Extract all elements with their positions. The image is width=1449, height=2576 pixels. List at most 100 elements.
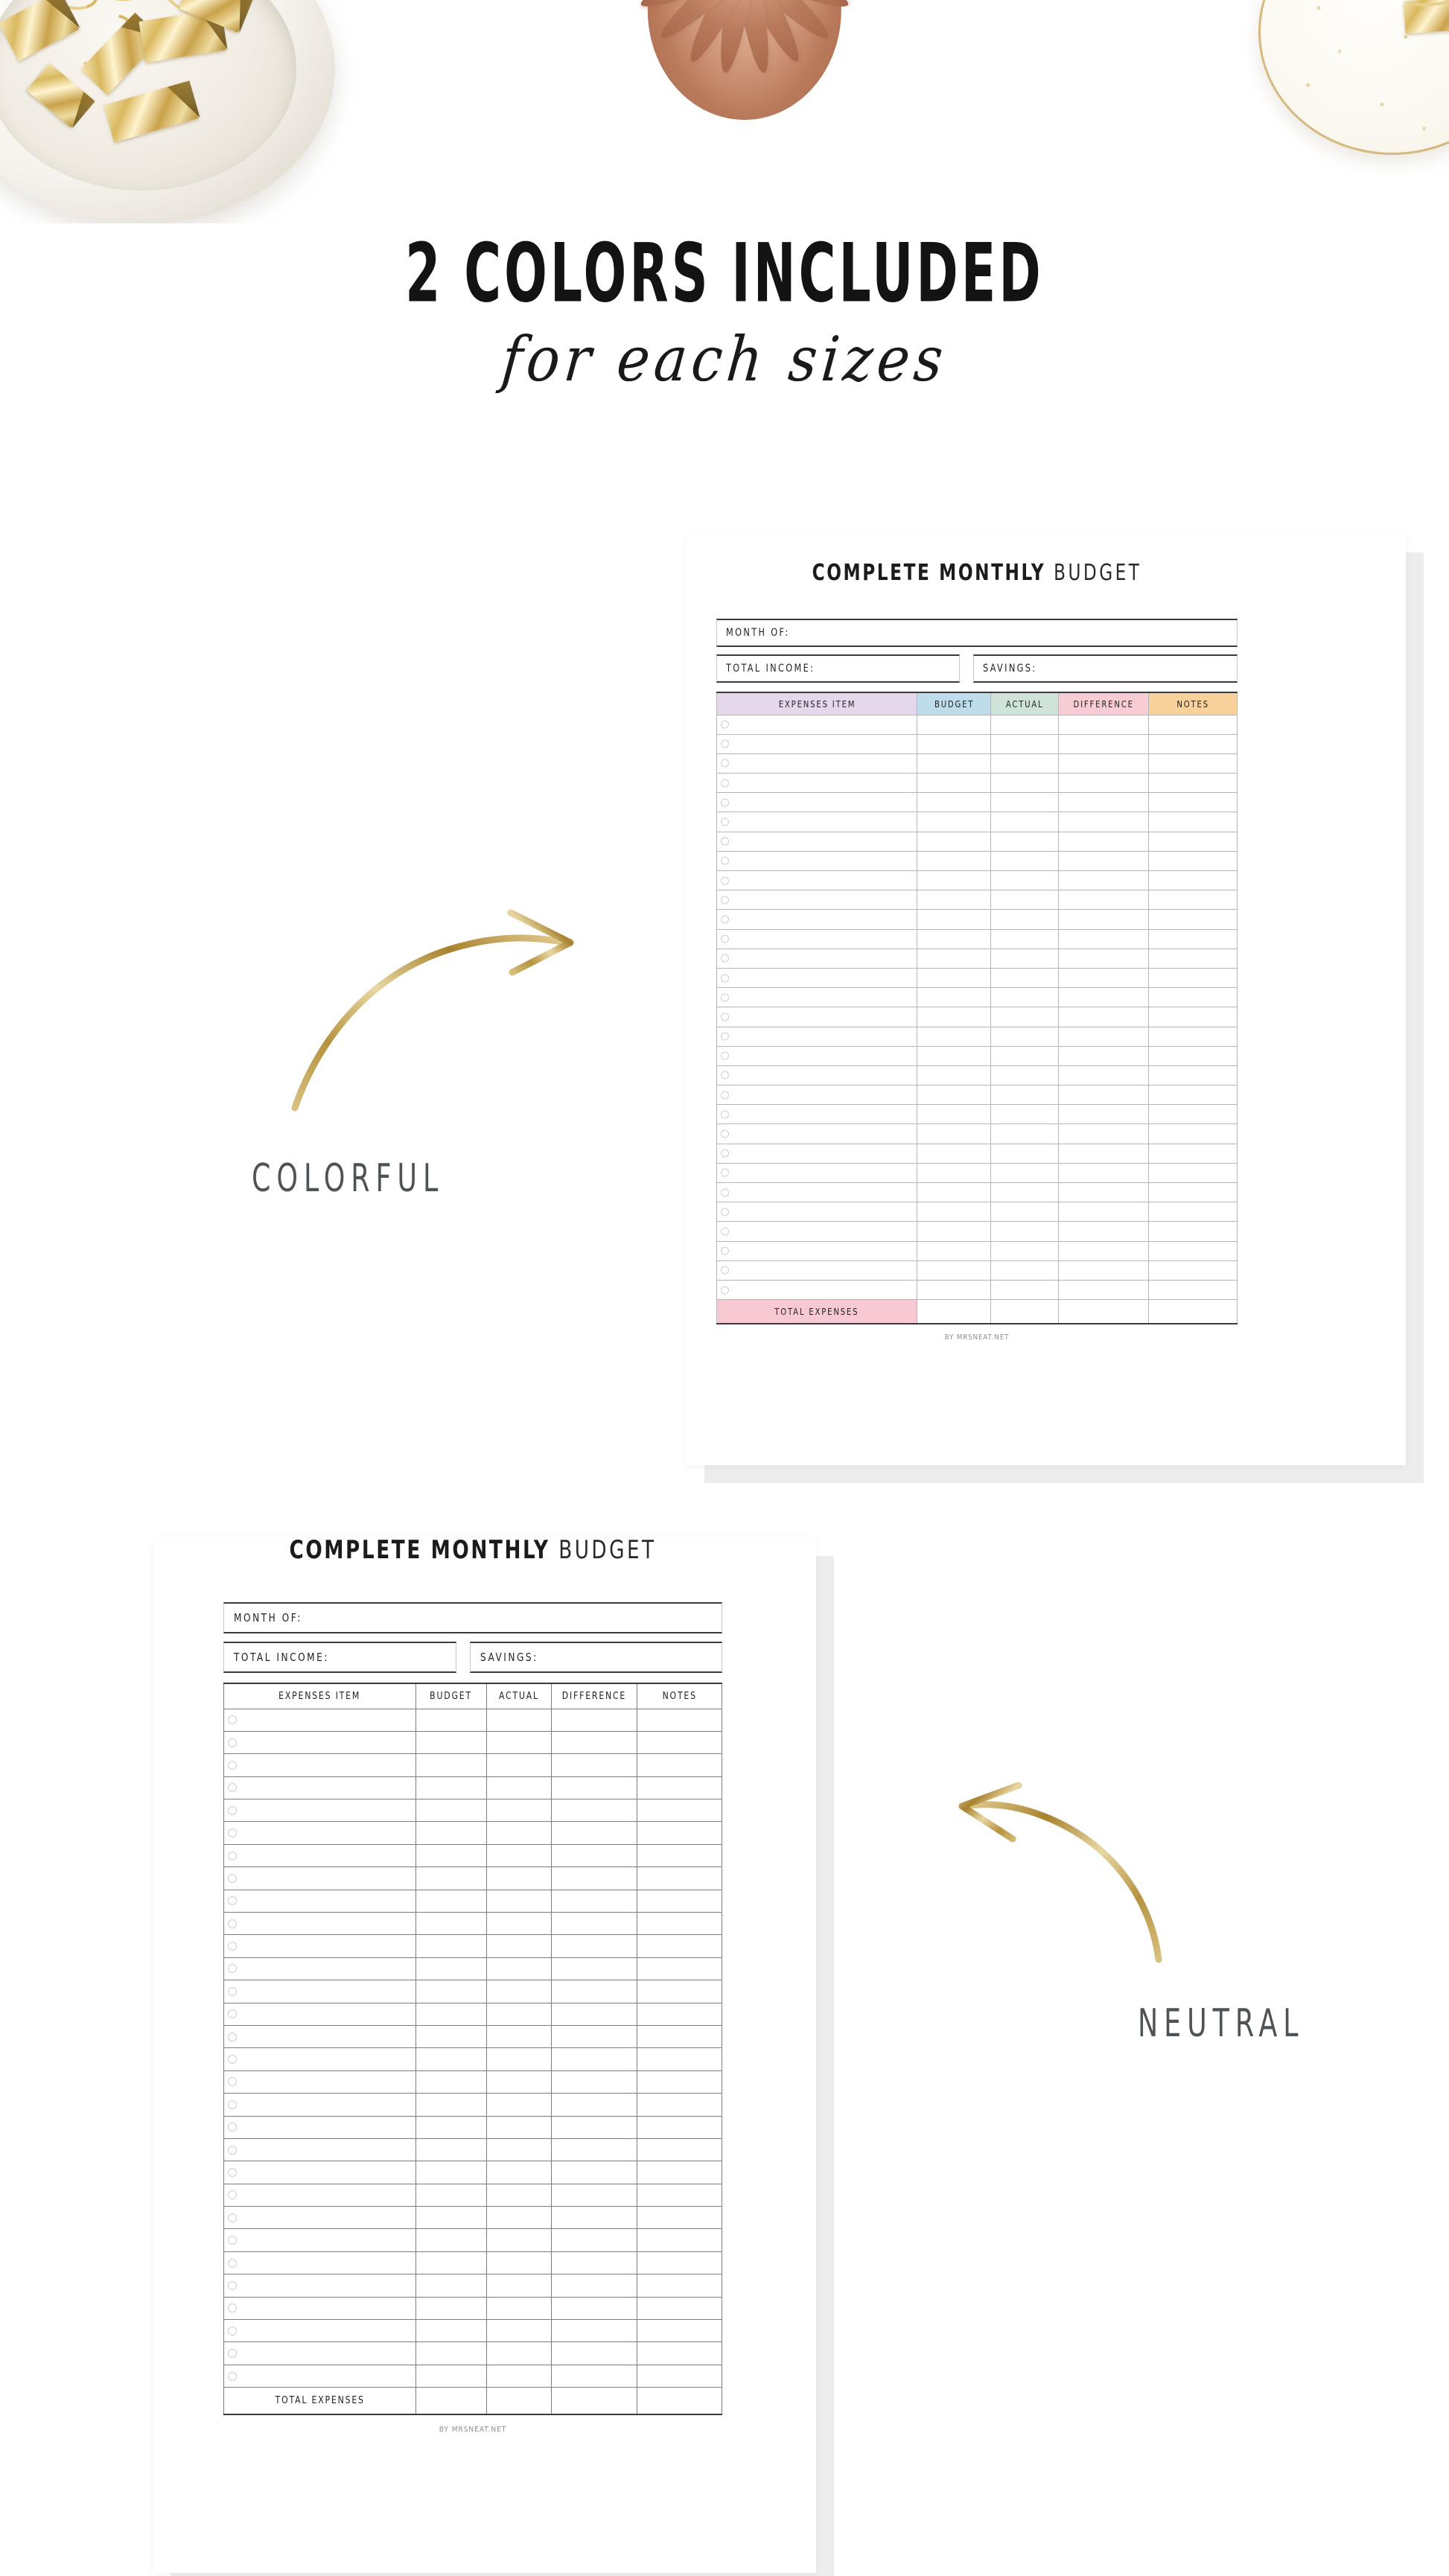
cell-budget[interactable] <box>917 928 992 949</box>
table-row[interactable] <box>716 812 1238 832</box>
cell-expenses-item[interactable] <box>716 792 918 813</box>
cell-difference[interactable] <box>550 1730 638 1755</box>
cell-notes[interactable] <box>1148 1202 1238 1222</box>
cell-notes[interactable] <box>1148 812 1238 832</box>
cell-notes[interactable] <box>637 2319 722 2343</box>
cell-actual[interactable] <box>485 1980 552 2003</box>
cell-notes[interactable] <box>637 1843 722 1868</box>
cell-difference[interactable] <box>1058 1045 1150 1066</box>
table-row[interactable] <box>716 714 1238 735</box>
cell-budget[interactable] <box>917 1123 992 1144</box>
cell-actual[interactable] <box>485 1730 552 1755</box>
total-expenses-value[interactable] <box>1058 1299 1150 1324</box>
table-row[interactable] <box>223 2183 722 2207</box>
cell-budget[interactable] <box>415 1821 487 1845</box>
cell-budget[interactable] <box>415 2319 487 2343</box>
cell-difference[interactable] <box>1058 1065 1150 1086</box>
cell-actual[interactable] <box>485 1753 552 1777</box>
cell-difference[interactable] <box>1058 753 1150 774</box>
cell-notes[interactable] <box>1148 1045 1238 1066</box>
table-row[interactable] <box>223 2115 722 2139</box>
cell-actual[interactable] <box>485 2319 552 2343</box>
cell-notes[interactable] <box>1148 1182 1238 1203</box>
table-row[interactable] <box>716 1221 1238 1242</box>
cell-budget[interactable] <box>917 987 992 1008</box>
cell-notes[interactable] <box>637 2093 722 2117</box>
cell-difference[interactable] <box>1058 1143 1150 1164</box>
cell-expenses-item[interactable] <box>716 967 918 989</box>
table-row[interactable] <box>716 792 1238 813</box>
cell-difference[interactable] <box>550 1889 638 1913</box>
cell-expenses-item[interactable] <box>223 2047 416 2071</box>
cell-notes[interactable] <box>637 1708 722 1732</box>
cell-budget[interactable] <box>415 1912 487 1936</box>
cell-notes[interactable] <box>637 2274 722 2298</box>
table-row[interactable] <box>223 2364 722 2388</box>
cell-expenses-item[interactable] <box>223 2002 416 2026</box>
cell-actual[interactable] <box>990 1240 1060 1261</box>
cell-actual[interactable] <box>485 2115 552 2139</box>
cell-notes[interactable] <box>637 1934 722 1958</box>
cell-budget[interactable] <box>917 792 992 813</box>
cell-notes[interactable] <box>637 1912 722 1936</box>
cell-expenses-item[interactable] <box>223 1866 416 1890</box>
table-row[interactable] <box>223 2228 722 2252</box>
cell-notes[interactable] <box>1148 714 1238 735</box>
total-expenses-value[interactable] <box>917 1299 992 1324</box>
cell-budget[interactable] <box>415 2137 487 2162</box>
cell-budget[interactable] <box>917 812 992 832</box>
cell-difference[interactable] <box>550 2183 638 2207</box>
cell-expenses-item[interactable] <box>716 1123 918 1144</box>
cell-difference[interactable] <box>550 2002 638 2026</box>
cell-difference[interactable] <box>1058 1221 1150 1242</box>
cell-budget[interactable] <box>917 1045 992 1066</box>
cell-difference[interactable] <box>550 1799 638 1823</box>
table-row[interactable] <box>716 1260 1238 1281</box>
cell-difference[interactable] <box>1058 1026 1150 1047</box>
cell-notes[interactable] <box>1148 890 1238 911</box>
cell-expenses-item[interactable] <box>716 1085 918 1106</box>
cell-difference[interactable] <box>1058 714 1150 735</box>
cell-expenses-item[interactable] <box>223 2024 416 2049</box>
cell-actual[interactable] <box>990 1045 1060 1066</box>
cell-budget[interactable] <box>917 909 992 930</box>
table-row[interactable] <box>223 1730 722 1755</box>
cell-actual[interactable] <box>990 792 1060 813</box>
cell-actual[interactable] <box>990 928 1060 949</box>
cell-difference[interactable] <box>550 1821 638 1845</box>
cell-notes[interactable] <box>1148 850 1238 872</box>
cell-actual[interactable] <box>485 2364 552 2388</box>
cell-actual[interactable] <box>485 1776 552 1800</box>
cell-actual[interactable] <box>485 2093 552 2117</box>
cell-notes[interactable] <box>1148 1104 1238 1125</box>
cell-difference[interactable] <box>550 1776 638 1800</box>
cell-budget[interactable] <box>917 753 992 774</box>
cell-budget[interactable] <box>917 1065 992 1086</box>
table-row[interactable] <box>716 1202 1238 1222</box>
cell-difference[interactable] <box>1058 890 1150 911</box>
cell-difference[interactable] <box>550 2251 638 2275</box>
cell-difference[interactable] <box>1058 1162 1150 1184</box>
cell-actual[interactable] <box>485 2228 552 2252</box>
cell-difference[interactable] <box>550 2228 638 2252</box>
cell-budget[interactable] <box>917 1143 992 1164</box>
cell-actual[interactable] <box>990 831 1060 852</box>
cell-notes[interactable] <box>1148 733 1238 754</box>
table-row[interactable] <box>716 1026 1238 1047</box>
cell-budget[interactable] <box>917 1202 992 1222</box>
cell-expenses-item[interactable] <box>223 1912 416 1936</box>
table-row[interactable] <box>716 1085 1238 1106</box>
cell-budget[interactable] <box>917 1007 992 1027</box>
table-row[interactable] <box>223 1866 722 1890</box>
cell-difference[interactable] <box>1058 1279 1150 1301</box>
cell-expenses-item[interactable] <box>223 2364 416 2388</box>
cell-expenses-item[interactable] <box>223 2070 416 2094</box>
total-expenses-value[interactable] <box>415 2387 487 2415</box>
cell-budget[interactable] <box>917 870 992 891</box>
cell-expenses-item[interactable] <box>223 1776 416 1800</box>
cell-difference[interactable] <box>550 2070 638 2094</box>
table-row[interactable] <box>223 1889 722 1913</box>
cell-expenses-item[interactable] <box>223 1799 416 1823</box>
cell-expenses-item[interactable] <box>716 870 918 891</box>
cell-budget[interactable] <box>415 1799 487 1823</box>
